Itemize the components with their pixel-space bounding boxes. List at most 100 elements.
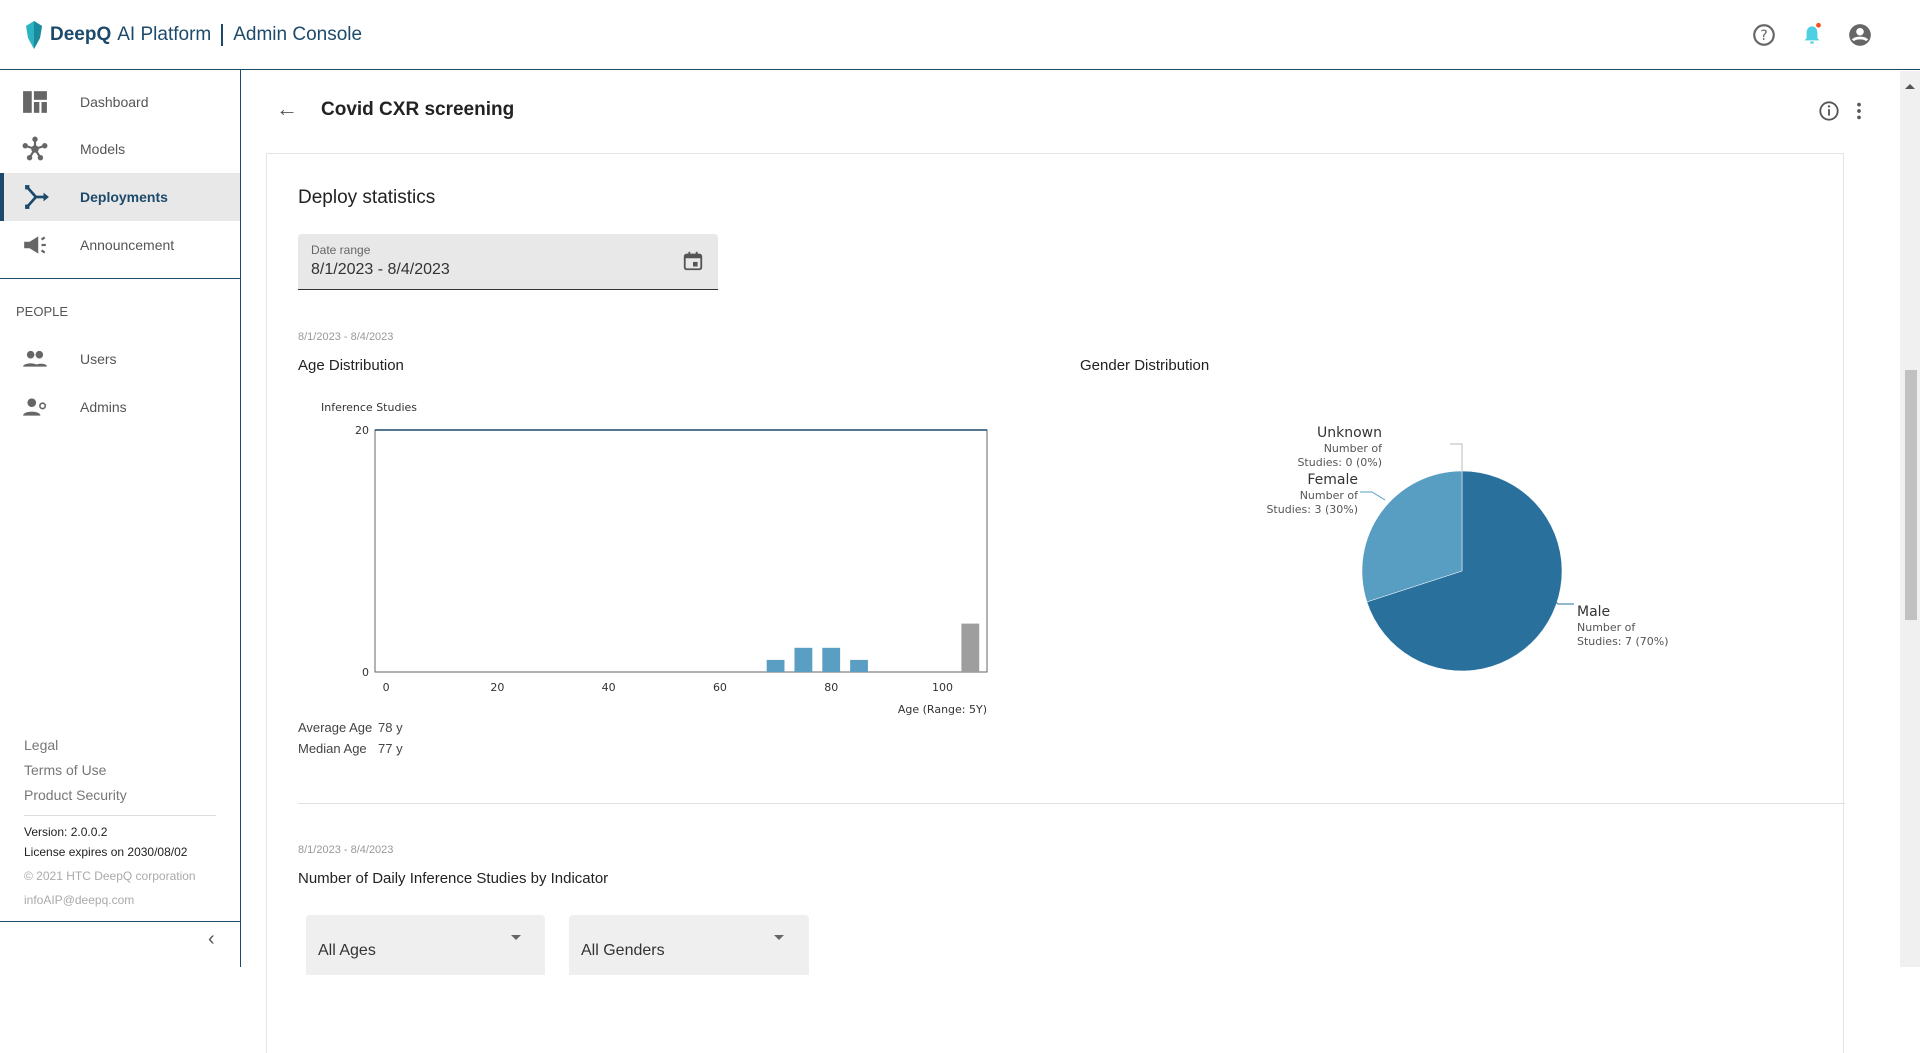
x-tick-label: 0 — [383, 681, 390, 694]
sidebar-item-label: Dashboard — [80, 94, 149, 110]
account-icon[interactable] — [1847, 22, 1873, 48]
age-histogram: Inference Studies 0 20 0 20 40 60 80 100 Age (Ran… — [321, 401, 988, 716]
age-distribution-title: Age Distribution — [298, 357, 404, 374]
age-filter-select[interactable]: All Ages — [306, 915, 545, 975]
version-text: Version: 2.0.0.2 — [24, 825, 108, 839]
divider — [24, 815, 216, 816]
pie-leader-line-unknown — [1450, 443, 1463, 471]
divider — [0, 921, 240, 922]
sidebar-item-label: Models — [80, 141, 126, 157]
average-age-label: Average Age — [298, 720, 373, 735]
gender-filter-value: All Genders — [581, 942, 665, 959]
x-tick-label: 80 — [824, 681, 838, 694]
pie-label-female: Female — [1307, 472, 1358, 488]
pie-detail-male: Number of — [1577, 621, 1636, 634]
license-text: License expires on 2030/08/02 — [24, 845, 188, 859]
gender-filter-select[interactable]: All Genders — [569, 915, 809, 975]
scrollbar-thumb[interactable] — [1905, 370, 1917, 620]
calendar-icon[interactable] — [682, 250, 704, 272]
main-content: ← Covid CXR screening Deploy statistics … — [242, 71, 1900, 1053]
sidebar-item-label: Admins — [80, 399, 127, 415]
pie-leader-line-female — [1360, 491, 1386, 501]
x-tick-label: 40 — [602, 681, 616, 694]
sidebar-item-label: Announcement — [80, 237, 175, 253]
top-header: DeepQ AI Platform Admin Console ? — [0, 0, 1920, 70]
average-age-value: 78 y — [378, 720, 403, 735]
dropdown-arrow-icon — [774, 935, 784, 945]
sidebar-item-label: Deployments — [80, 189, 168, 205]
pie-label-unknown: Unknown — [1317, 425, 1382, 441]
median-age-value: 77 y — [378, 741, 403, 756]
terms-of-use-link[interactable]: Terms of Use — [24, 762, 107, 778]
x-tick-label: 100 — [932, 681, 953, 694]
dropdown-arrow-icon — [511, 935, 521, 945]
dashboard-icon — [23, 91, 47, 113]
collapse-sidebar-chevron-icon[interactable]: ‹ — [208, 928, 215, 950]
app-logo[interactable]: DeepQ AI Platform Admin Console — [24, 20, 362, 50]
plot-area — [374, 429, 988, 673]
admins-icon — [23, 398, 47, 416]
date-range-value: 8/1/2023 - 8/4/2023 — [311, 261, 450, 278]
range-caption: 8/1/2023 - 8/4/2023 — [298, 331, 394, 343]
contact-email[interactable]: infoAIP@deepq.com — [24, 893, 135, 907]
scroll-up-arrow-icon[interactable] — [1905, 79, 1915, 89]
sidebar-item-admins[interactable]: Admins — [0, 383, 240, 431]
daily-range-caption: 8/1/2023 - 8/4/2023 — [298, 844, 394, 856]
legal-link[interactable]: Legal — [24, 737, 59, 753]
median-age-label: Median Age — [298, 741, 367, 756]
sidebar-item-deployments[interactable]: Deployments — [0, 173, 240, 221]
deployments-icon — [25, 185, 49, 209]
info-icon[interactable] — [1818, 100, 1840, 122]
statistics-card — [266, 153, 1844, 1053]
divider — [0, 278, 240, 279]
pie-label-male: Male — [1577, 604, 1610, 620]
pie-detail-female: Number of — [1300, 489, 1359, 502]
console-name: Admin Console — [233, 24, 363, 45]
sidebar-item-users[interactable]: Users — [0, 335, 240, 383]
sidebar-item-dashboard[interactable]: Dashboard — [0, 78, 240, 126]
x-tick-label: 60 — [713, 681, 727, 694]
x-axis-label: Age (Range: 5Y) — [898, 703, 987, 716]
help-icon[interactable]: ? — [1751, 22, 1777, 48]
pie-detail-unknown: Studies: 0 (0%) — [1297, 456, 1382, 469]
users-icon — [23, 350, 47, 367]
histogram-bar — [850, 659, 868, 672]
date-range-field[interactable]: Date range 8/1/2023 - 8/4/2023 — [298, 234, 718, 290]
product-security-link[interactable]: Product Security — [24, 787, 127, 803]
sidebar-item-models[interactable]: Models — [0, 125, 240, 173]
gender-distribution-title: Gender Distribution — [1080, 357, 1210, 374]
sidebar: Dashboard Models Deployments Announcemen… — [0, 70, 241, 967]
notification-bell-icon[interactable] — [1799, 22, 1825, 48]
section-title: Deploy statistics — [298, 187, 436, 208]
divider — [298, 803, 1845, 804]
pie-leader-line-male — [1544, 591, 1574, 605]
deepq-logo-icon — [26, 21, 42, 49]
page-title: Covid CXR screening — [321, 99, 515, 120]
divider — [221, 24, 224, 46]
histogram-bar — [794, 647, 813, 672]
age-filter-value: All Ages — [318, 942, 376, 959]
pie-slice-female — [1361, 470, 1463, 603]
people-section-heading: PEOPLE — [16, 304, 69, 319]
y-tick-label: 20 — [355, 424, 369, 437]
back-arrow-icon[interactable]: ← — [276, 96, 298, 121]
pie-detail-unknown: Number of — [1324, 442, 1383, 455]
date-range-label: Date range — [311, 243, 371, 257]
histogram-bar-unknown — [961, 623, 980, 672]
pie-detail-male: Studies: 7 (70%) — [1577, 635, 1669, 648]
pie-slice-male — [1366, 470, 1563, 672]
sidebar-item-announcement[interactable]: Announcement — [0, 221, 240, 269]
product-name: AI Platform — [117, 24, 212, 45]
brand-name: DeepQ — [50, 24, 112, 45]
more-vert-icon[interactable] — [1854, 100, 1864, 122]
pie-detail-female: Studies: 3 (30%) — [1266, 503, 1358, 516]
svg-text:?: ? — [1760, 28, 1767, 44]
x-tick-label: 20 — [490, 681, 504, 694]
models-icon — [22, 136, 48, 161]
megaphone-icon — [24, 236, 46, 254]
y-axis-label: Inference Studies — [321, 401, 417, 414]
histogram-bar — [766, 659, 785, 672]
copyright-text: © 2021 HTC DeepQ corporation — [24, 869, 196, 883]
histogram-bar — [822, 647, 841, 672]
